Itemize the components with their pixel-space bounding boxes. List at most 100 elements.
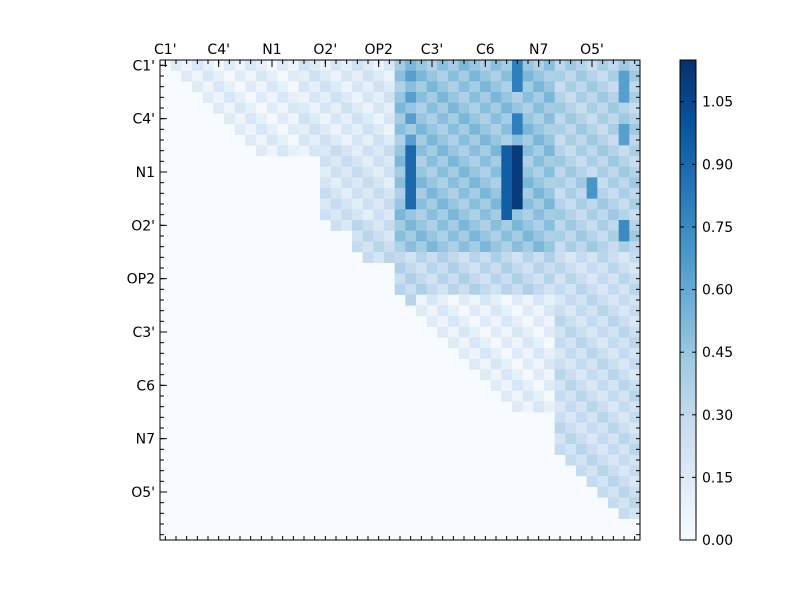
heatmap-cell	[512, 326, 523, 338]
heatmap-cell	[554, 92, 566, 103]
heatmap-cell	[320, 124, 331, 135]
heatmap-cell	[373, 70, 385, 82]
heatmap-cell	[597, 134, 609, 146]
heatmap-cell	[533, 177, 545, 189]
heatmap-cell	[533, 188, 545, 199]
heatmap-cell	[256, 113, 267, 125]
heatmap-cell	[629, 145, 641, 157]
heatmap-cell	[330, 209, 342, 221]
heatmap-cell	[522, 209, 534, 221]
heatmap-cell	[373, 188, 385, 199]
heatmap-cell	[565, 209, 577, 221]
heatmap-cell	[458, 198, 470, 210]
heatmap-cell	[608, 134, 619, 146]
heatmap-cell	[362, 252, 374, 263]
heatmap-cell	[501, 60, 513, 71]
heatmap-cell	[544, 390, 555, 402]
heatmap-cell	[416, 145, 427, 157]
heatmap-cell	[608, 209, 619, 221]
heatmap-cell	[586, 369, 598, 381]
heatmap-cell	[512, 102, 523, 114]
heatmap-cell	[608, 316, 619, 327]
heatmap-cell	[469, 81, 481, 93]
heatmap-cell	[448, 92, 459, 103]
heatmap-cell	[490, 92, 502, 103]
heatmap-cell	[384, 92, 395, 103]
heatmap-cell	[426, 305, 438, 317]
heatmap-cell	[202, 60, 214, 71]
heatmap-cell	[544, 134, 555, 146]
heatmap-cell	[544, 284, 555, 295]
axis-tick-labels: C1'C1' C4' C4' N1 N1 O2' O2' OP2 OP2 C3' C3' C6 C6 N7…	[127, 42, 604, 501]
heatmap-cell	[522, 81, 534, 93]
heatmap-cell	[309, 102, 321, 114]
heatmap-cell	[426, 252, 438, 263]
colorbar-tick-label: 0.45	[702, 345, 733, 361]
heatmap-cell	[341, 145, 353, 157]
heatmap-cell	[341, 188, 353, 199]
heatmap-cell	[448, 166, 459, 178]
heatmap-cell	[533, 401, 545, 413]
heatmap-cell	[277, 145, 289, 157]
heatmap-cell	[629, 433, 641, 445]
heatmap-cell	[384, 156, 395, 167]
heatmap-cell	[608, 220, 619, 231]
heatmap-cell	[288, 124, 299, 135]
heatmap-cell	[490, 305, 502, 317]
heatmap-cell	[437, 316, 449, 327]
heatmap-cell	[448, 284, 459, 295]
heatmap-cell	[586, 188, 598, 199]
heatmap-cell	[469, 177, 481, 189]
heatmap-cell	[181, 70, 193, 82]
heatmap-cell	[266, 92, 278, 103]
heatmap-cell	[501, 166, 513, 178]
heatmap-cell	[533, 70, 545, 82]
heatmap-cell	[629, 102, 641, 114]
heatmap-cell	[426, 134, 438, 146]
heatmap-cell	[192, 70, 203, 82]
heatmap-cell	[501, 305, 513, 317]
heatmap-cell	[512, 316, 523, 327]
heatmap-cell	[586, 305, 598, 317]
heatmap-cell	[608, 102, 619, 114]
heatmap-cell	[298, 113, 310, 125]
heatmap-cell	[448, 316, 459, 327]
heatmap-cell	[448, 262, 459, 274]
heatmap-cell	[480, 188, 491, 199]
heatmap-cell	[394, 113, 406, 125]
heatmap-cell	[629, 294, 641, 306]
heatmap-cell	[416, 124, 427, 135]
heatmap-cell	[501, 273, 513, 285]
heatmap-cell	[405, 252, 417, 263]
heatmap-cell	[320, 113, 331, 125]
heatmap-cell	[586, 209, 598, 221]
heatmap-cell	[629, 348, 641, 359]
heatmap-cell	[576, 220, 587, 231]
heatmap-cell	[554, 412, 566, 423]
heatmap-cell	[405, 273, 417, 285]
heatmap-cell	[234, 60, 246, 71]
heatmap-cell	[608, 252, 619, 263]
heatmap-cell	[629, 284, 641, 295]
y-tick-label: C3'	[132, 325, 155, 341]
heatmap-cell	[458, 230, 470, 242]
heatmap-cell	[426, 284, 438, 295]
heatmap-cell	[629, 241, 641, 253]
heatmap-cell	[618, 177, 630, 189]
heatmap-cell	[565, 412, 577, 423]
heatmap-cell	[608, 390, 619, 402]
heatmap-cell	[544, 369, 555, 381]
heatmap-cell	[480, 230, 491, 242]
heatmap-cell	[288, 134, 299, 146]
heatmap-cell	[245, 81, 257, 93]
heatmap-cell	[405, 177, 417, 189]
heatmap-cell	[384, 166, 395, 178]
heatmap-cell	[586, 177, 598, 189]
heatmap-cell	[234, 81, 246, 93]
heatmap-cell	[384, 220, 395, 231]
heatmap-cell	[341, 220, 353, 231]
heatmap-cell	[576, 177, 587, 189]
heatmap-cell	[416, 134, 427, 146]
heatmap-cell	[490, 220, 502, 231]
heatmap-cell	[490, 60, 502, 71]
